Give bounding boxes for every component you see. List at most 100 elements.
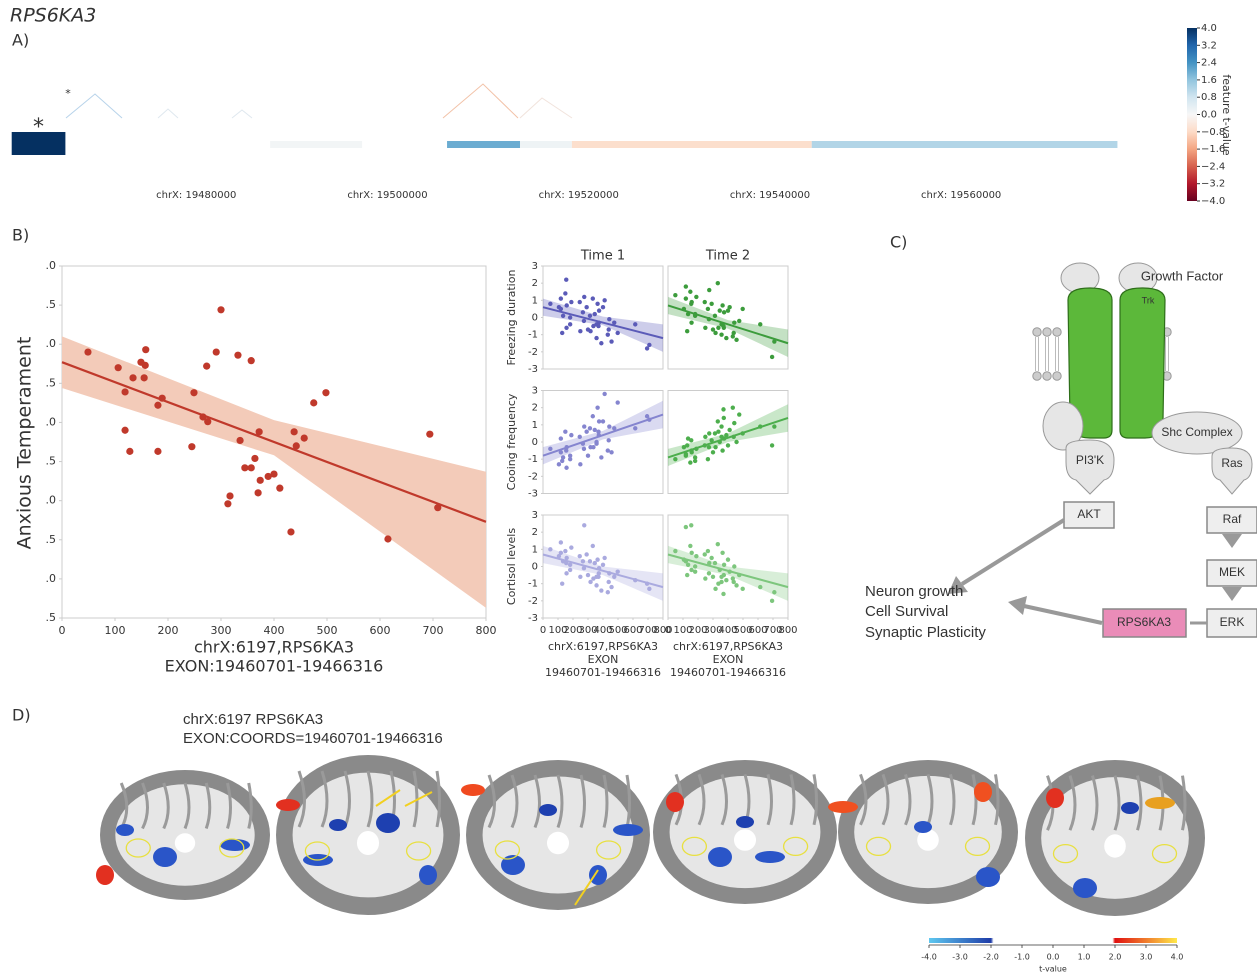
node-label: AKT [1077, 507, 1101, 521]
data-point [770, 443, 774, 447]
data-point [721, 592, 725, 596]
data-point [154, 402, 161, 409]
y-tick-label: .0 [46, 494, 57, 507]
arrowhead [1008, 596, 1027, 615]
data-point [270, 470, 277, 477]
data-point [594, 336, 598, 340]
exon-segment [812, 141, 1118, 148]
data-point [591, 296, 595, 300]
data-point [690, 551, 694, 555]
data-point [426, 431, 433, 438]
arrow [1024, 606, 1102, 623]
data-point [291, 428, 298, 435]
data-point [633, 322, 637, 326]
data-point [248, 357, 255, 364]
y-tick-label: 1 [532, 420, 538, 431]
data-point [706, 549, 710, 553]
data-point [607, 438, 611, 442]
activation-cluster [96, 865, 114, 885]
x-tick-label: chrX: 19500000 [347, 190, 427, 201]
junction-arc [158, 109, 178, 118]
page-body: RPS6KA3 A) B) C) D) * Growth Factor Trk … [0, 0, 1257, 977]
node-label: ERK [1220, 615, 1245, 629]
x-tick-label: 300 [211, 624, 232, 637]
data-point [597, 308, 601, 312]
data-point [707, 288, 711, 292]
y-tick-label: .5 [46, 611, 57, 624]
data-point [706, 307, 710, 311]
x-tick-label: chrX: 19520000 [539, 190, 619, 201]
x-tick-label: 0 [540, 625, 546, 636]
data-point [689, 523, 693, 527]
data-point [596, 324, 600, 328]
data-point [707, 571, 711, 575]
activation-cluster [376, 813, 400, 833]
data-point [588, 559, 592, 563]
colorbar-tick-label: -3.0 [952, 953, 968, 962]
x-axis-label: 19460701-19466316 [545, 666, 661, 679]
activation-cluster [1046, 788, 1064, 808]
data-point [727, 428, 731, 432]
data-point [731, 334, 735, 338]
data-point [129, 374, 136, 381]
data-point [734, 440, 738, 444]
data-point [560, 459, 564, 463]
colorbar-tick-label: 4.0 [1171, 953, 1184, 962]
data-point [727, 305, 731, 309]
data-point [693, 569, 697, 573]
activation-cluster [976, 867, 1000, 887]
data-point [707, 431, 711, 435]
data-point [203, 363, 210, 370]
y-tick-label: 3 [532, 510, 538, 521]
data-point [591, 414, 595, 418]
data-point [770, 599, 774, 603]
y-tick-label: .5 [46, 376, 57, 389]
colorbar-tick-label: −4.0 [1201, 196, 1225, 207]
junction-annotation: * [65, 87, 71, 100]
data-point [595, 557, 599, 561]
node-label: Trk [1142, 295, 1155, 305]
node-label: Growth Factor [1141, 268, 1224, 283]
data-point [758, 322, 762, 326]
data-point [688, 544, 692, 548]
x-axis-label: chrX:6197,RPS6KA3 [673, 640, 783, 653]
data-point [721, 324, 725, 328]
data-point [722, 416, 726, 420]
y-tick-label: .0 [46, 259, 57, 272]
data-point [594, 583, 598, 587]
data-point [597, 419, 601, 423]
data-point [633, 426, 637, 430]
arrow [962, 520, 1064, 584]
junction-arcs [66, 84, 572, 118]
row-label: Cortisol levels [505, 528, 518, 605]
data-point [601, 419, 605, 423]
data-point [709, 302, 713, 306]
data-point [593, 561, 597, 565]
y-tick-label: -2 [528, 471, 538, 482]
x-tick-label: 800 [476, 624, 497, 637]
data-point [599, 455, 603, 459]
x-tick-label: 800 [778, 625, 797, 636]
data-point [606, 590, 610, 594]
pathway-diagram: Growth Factor Trk PI3'K Shc Complex Ras … [865, 263, 1257, 641]
colorbar-tick-label: 1.6 [1201, 75, 1217, 86]
data-point [609, 450, 613, 454]
data-point [564, 466, 568, 470]
data-point [719, 332, 723, 336]
data-point [734, 583, 738, 587]
data-point [548, 447, 552, 451]
data-point [716, 419, 720, 423]
data-point [719, 424, 723, 428]
data-point [584, 552, 588, 556]
data-point [726, 557, 730, 561]
activation-cluster [736, 816, 754, 828]
panel-label: A) [12, 31, 29, 50]
data-point [563, 549, 567, 553]
data-point [609, 339, 613, 343]
data-point [685, 573, 689, 577]
node-label: PI3'K [1076, 453, 1104, 467]
activation-cluster [755, 851, 785, 863]
data-point [563, 291, 567, 295]
data-point [586, 454, 590, 458]
data-point [713, 445, 717, 449]
